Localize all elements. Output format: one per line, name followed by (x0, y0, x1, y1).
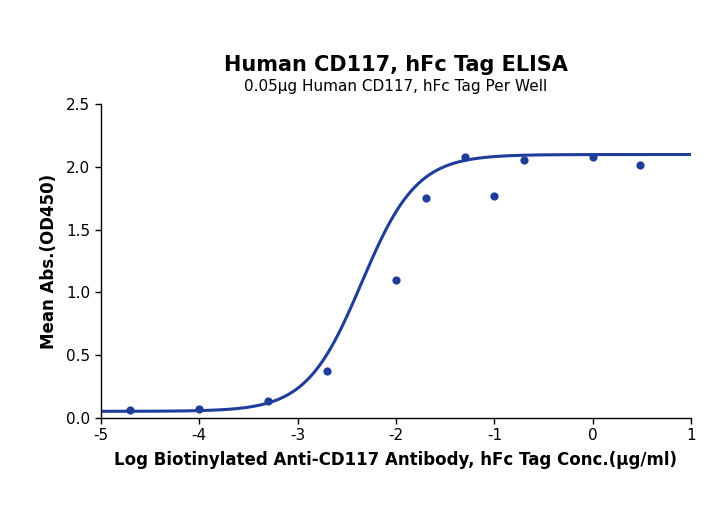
Title: Human CD117, hFc Tag ELISA
0.05μg Human CD117, hFc Tag Per Well: Human CD117, hFc Tag ELISA 0.05μg Human … (0, 521, 1, 522)
Point (262, 397, 274, 406)
Point (634, 160, 646, 169)
Point (518, 156, 530, 164)
Point (194, 405, 205, 413)
Point (321, 367, 333, 375)
Text: Human CD117, hFc Tag ELISA: Human CD117, hFc Tag ELISA (224, 55, 568, 75)
Text: 0.05μg Human CD117, hFc Tag Per Well: 0.05μg Human CD117, hFc Tag Per Well (244, 79, 548, 93)
Point (587, 153, 598, 161)
Point (489, 192, 500, 200)
X-axis label: Log Biotinylated Anti-CD117 Antibody, hFc Tag Conc.(μg/ml): Log Biotinylated Anti-CD117 Antibody, hF… (114, 452, 678, 469)
Point (459, 153, 471, 161)
Point (125, 406, 136, 414)
Point (390, 276, 402, 284)
Point (420, 194, 431, 203)
Y-axis label: Mean Abs.(OD450): Mean Abs.(OD450) (40, 173, 58, 349)
